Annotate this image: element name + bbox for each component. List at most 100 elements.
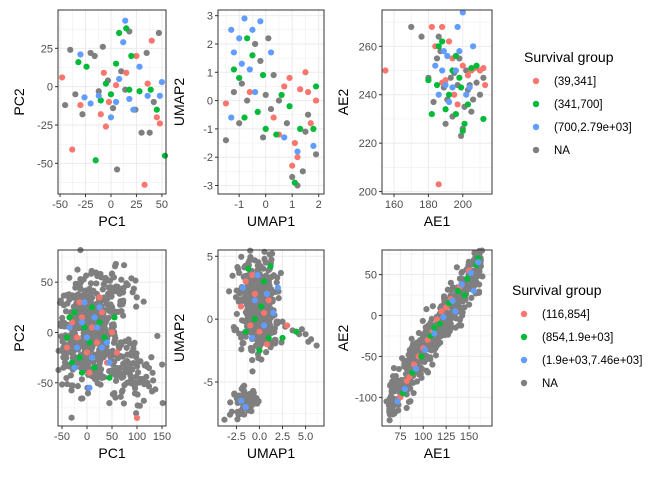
y-tick-label: 240 — [359, 90, 377, 102]
point-green — [107, 91, 115, 98]
x-axis-title: AE1 — [424, 445, 451, 461]
point-gray — [241, 382, 248, 389]
point-gray — [252, 40, 259, 48]
y-tick-label: -3 — [203, 181, 213, 193]
point-gray — [82, 355, 89, 363]
point-red — [88, 324, 96, 331]
point-gray — [446, 328, 453, 335]
point-gray — [277, 269, 284, 277]
point-gray — [112, 260, 119, 268]
point-blue — [241, 15, 248, 22]
point-green — [236, 74, 243, 82]
point-gray — [90, 287, 97, 294]
point-gray — [93, 280, 100, 287]
point-green — [445, 91, 453, 98]
point-gray — [244, 315, 251, 323]
point-blue — [78, 319, 86, 326]
y-axis-title: UMAP2 — [171, 314, 187, 362]
point-gray — [229, 272, 236, 279]
point-green — [454, 287, 462, 295]
point-red — [289, 162, 296, 169]
point-green — [464, 275, 471, 282]
point-gray — [271, 336, 278, 343]
point-gray — [448, 287, 455, 294]
point-gray — [97, 381, 104, 388]
point-green — [86, 339, 93, 346]
point-gray — [78, 395, 85, 402]
point-gray — [274, 274, 281, 281]
point-gray — [267, 105, 275, 113]
point-gray — [150, 377, 157, 384]
point-red — [286, 74, 293, 82]
point-gray — [469, 96, 477, 103]
point-gray — [133, 373, 140, 380]
y-tick-label: 0 — [371, 310, 377, 322]
point-gray — [92, 376, 99, 383]
point-blue — [156, 92, 163, 99]
point-gray — [106, 400, 113, 407]
panel-border — [217, 249, 325, 427]
point-gray — [67, 340, 74, 347]
point-gray — [395, 407, 402, 414]
point-blue — [260, 322, 268, 329]
point-red — [247, 322, 254, 329]
point-gray — [113, 166, 121, 173]
point-green — [297, 125, 304, 132]
point-gray — [74, 266, 81, 273]
point-gray — [424, 369, 432, 376]
point-blue — [440, 314, 447, 321]
point-red — [251, 290, 258, 298]
point-blue — [228, 26, 235, 33]
legend-key-green — [520, 333, 528, 341]
point-green — [161, 152, 169, 159]
point-gray — [67, 46, 74, 53]
point-green — [431, 324, 438, 331]
legend-key-red — [532, 77, 540, 85]
x-tick-label: 0.0 — [252, 431, 267, 443]
point-red — [438, 308, 445, 315]
point-blue — [449, 297, 456, 304]
point-gray — [410, 389, 417, 397]
point-gray — [273, 279, 280, 286]
point-gray — [225, 288, 233, 295]
point-green — [452, 52, 460, 60]
point-blue — [83, 334, 91, 341]
point-gray — [130, 360, 137, 367]
point-blue — [238, 60, 245, 67]
data-points — [55, 247, 166, 422]
point-green — [425, 77, 432, 84]
point-blue — [73, 344, 81, 351]
point-gray — [107, 289, 114, 296]
point-blue — [103, 339, 111, 346]
point-green — [147, 86, 154, 93]
point-red — [454, 101, 461, 108]
point-red — [270, 114, 277, 121]
point-gray — [418, 33, 425, 40]
point-blue — [466, 84, 473, 91]
point-red — [93, 339, 101, 346]
y-tick-label: 5 — [207, 251, 213, 263]
point-gray — [403, 404, 410, 412]
point-gray — [118, 307, 125, 315]
point-gray — [101, 325, 108, 332]
point-gray — [77, 285, 84, 292]
point-red — [445, 38, 453, 45]
y-tick-label: 0 — [47, 82, 53, 94]
x-axis-title: PC1 — [98, 213, 125, 229]
point-blue — [116, 75, 123, 83]
x-tick-label: 0 — [84, 431, 90, 443]
legend-key-red — [520, 310, 528, 318]
point-gray — [238, 253, 245, 260]
point-green — [153, 106, 160, 113]
point-blue — [239, 284, 246, 291]
point-gray — [124, 281, 131, 289]
point-green — [418, 353, 425, 360]
point-green — [128, 52, 135, 60]
point-gray — [73, 325, 80, 332]
point-red — [112, 82, 120, 89]
point-gray — [396, 383, 403, 391]
point-gray — [78, 376, 85, 383]
point-red — [307, 120, 314, 127]
point-green — [267, 263, 274, 270]
point-red — [242, 278, 249, 285]
